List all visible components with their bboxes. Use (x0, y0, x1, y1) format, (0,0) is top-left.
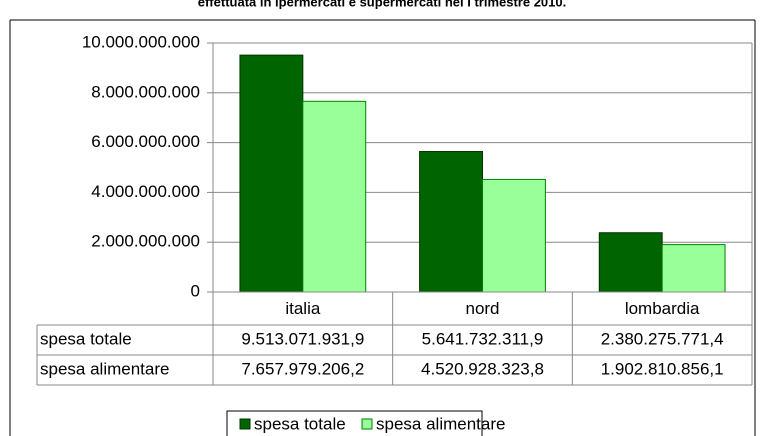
y-tick-label: 10.000.000.000 (82, 32, 200, 51)
table-cell: 9.513.071.931,9 (241, 329, 364, 348)
y-tick-label: 2.000.000.000 (91, 232, 200, 251)
bar (302, 100, 367, 293)
row-label: spesa totale (40, 329, 132, 348)
legend-swatch (239, 418, 251, 430)
y-tick-label: 8.000.000.000 (91, 82, 200, 101)
x-tick-label: italia (285, 299, 321, 318)
bar (661, 244, 726, 293)
table-cell: 2.380.275.771,4 (601, 329, 724, 348)
bar (239, 54, 304, 293)
table-cell: 5.641.732.311,9 (422, 329, 544, 348)
legend-label: spesa totale (254, 414, 346, 433)
table-cell: 7.657.979.206,2 (241, 359, 364, 378)
y-tick-label: 0 (191, 281, 200, 300)
table-cell: 4.520.928.323,8 (421, 359, 544, 378)
bar (482, 178, 546, 293)
y-tick-label: 6.000.000.000 (91, 132, 200, 151)
x-tick-label: nord (465, 299, 499, 318)
legend-box (226, 410, 483, 436)
legend-swatch (361, 418, 373, 430)
legend-label: spesa alimentare (376, 414, 505, 433)
chart-title: effettuata in ipermercati e supermercati… (198, 0, 567, 9)
table-cell: 1.902.810.856,1 (601, 359, 724, 378)
x-tick-label: lombardia (625, 299, 700, 318)
row-label: spesa alimentare (40, 359, 169, 378)
y-tick-label: 4.000.000.000 (91, 182, 200, 201)
bar (419, 151, 484, 293)
bar (598, 232, 663, 293)
